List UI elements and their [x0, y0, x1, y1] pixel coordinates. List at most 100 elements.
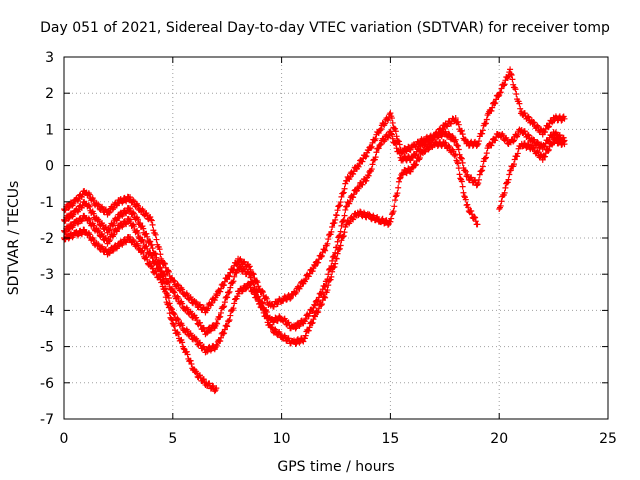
y-axis-label: SDTVAR / TECUs — [6, 181, 22, 296]
data-point — [226, 273, 233, 280]
y-tick-label: -2 — [40, 231, 54, 247]
data-point — [535, 149, 542, 156]
data-point — [106, 237, 113, 244]
data-point — [505, 176, 512, 183]
data-point — [332, 260, 339, 267]
data-point — [338, 237, 345, 244]
data-point — [158, 279, 165, 286]
data-point — [325, 271, 332, 278]
data-point — [368, 166, 375, 173]
data-point — [147, 238, 154, 245]
data-point — [337, 242, 344, 249]
data-point — [127, 205, 134, 212]
data-point — [445, 130, 452, 137]
data-point — [221, 282, 228, 289]
data-point — [497, 89, 504, 96]
data-point — [287, 295, 294, 302]
data-point — [483, 116, 490, 123]
data-point — [130, 210, 137, 217]
data-point — [357, 208, 364, 215]
data-point — [392, 128, 399, 135]
data-point — [305, 273, 312, 280]
data-point — [483, 150, 490, 157]
data-point — [325, 236, 332, 243]
data-point — [514, 153, 521, 160]
data-point — [292, 325, 299, 332]
x-axis-label: GPS time / hours — [277, 459, 394, 475]
data-point — [475, 140, 482, 147]
data-point — [246, 263, 253, 270]
data-point — [143, 243, 150, 250]
data-point — [318, 302, 325, 309]
data-point — [346, 173, 353, 180]
series-track-d — [61, 226, 220, 395]
x-tick-label: 15 — [381, 431, 399, 447]
y-tick-label: 0 — [45, 159, 54, 175]
data-point — [329, 268, 336, 275]
data-point — [322, 294, 329, 301]
data-point — [514, 150, 521, 157]
data-point — [455, 160, 462, 167]
data-point — [165, 279, 172, 286]
data-point — [458, 127, 465, 134]
data-point — [479, 163, 486, 170]
data-point — [507, 66, 514, 73]
data-point — [292, 340, 299, 347]
data-point — [514, 131, 521, 138]
data-point — [315, 259, 322, 266]
chart-title: Day 051 of 2021, Sidereal Day-to-day VTE… — [40, 20, 610, 36]
data-point — [336, 245, 343, 252]
data-point — [143, 230, 150, 237]
data-point — [558, 117, 565, 124]
data-point — [525, 114, 532, 121]
x-tick-label: 5 — [168, 431, 177, 447]
data-point — [381, 136, 388, 143]
data-point — [489, 104, 496, 111]
data-point — [337, 228, 344, 235]
data-point — [70, 200, 77, 207]
data-point — [259, 287, 266, 294]
data-point — [350, 170, 357, 177]
data-point — [393, 133, 400, 140]
data-point — [152, 231, 159, 238]
data-point — [561, 115, 568, 122]
data-point — [442, 128, 449, 135]
data-point — [171, 278, 178, 285]
data-point — [397, 174, 404, 181]
data-point — [162, 280, 169, 287]
data-point — [396, 150, 403, 157]
data-point — [372, 154, 379, 161]
data-point — [363, 177, 370, 184]
data-point — [479, 130, 486, 137]
data-point — [130, 238, 137, 245]
data-point — [455, 146, 462, 153]
data-point — [340, 233, 347, 240]
data-point — [340, 216, 347, 223]
data-point — [328, 228, 335, 235]
data-point — [227, 284, 234, 291]
data-point — [482, 154, 489, 161]
data-point — [455, 118, 462, 125]
data-point — [213, 319, 220, 326]
data-point — [169, 306, 176, 313]
data-point — [214, 320, 221, 327]
data-point — [378, 125, 385, 132]
data-point — [369, 161, 376, 168]
data-point — [350, 191, 357, 198]
data-point — [497, 202, 504, 209]
data-point — [462, 167, 469, 174]
data-point — [147, 213, 154, 220]
data-point — [204, 305, 211, 312]
data-point — [475, 180, 482, 187]
data-point — [350, 194, 357, 201]
data-point — [203, 348, 210, 355]
data-point — [168, 316, 175, 323]
data-point — [331, 219, 338, 226]
data-point — [452, 136, 459, 143]
data-point — [355, 163, 362, 170]
data-point — [302, 332, 309, 339]
data-point — [545, 124, 552, 131]
data-point — [501, 189, 508, 196]
data-point — [389, 119, 396, 126]
data-point — [230, 266, 237, 273]
